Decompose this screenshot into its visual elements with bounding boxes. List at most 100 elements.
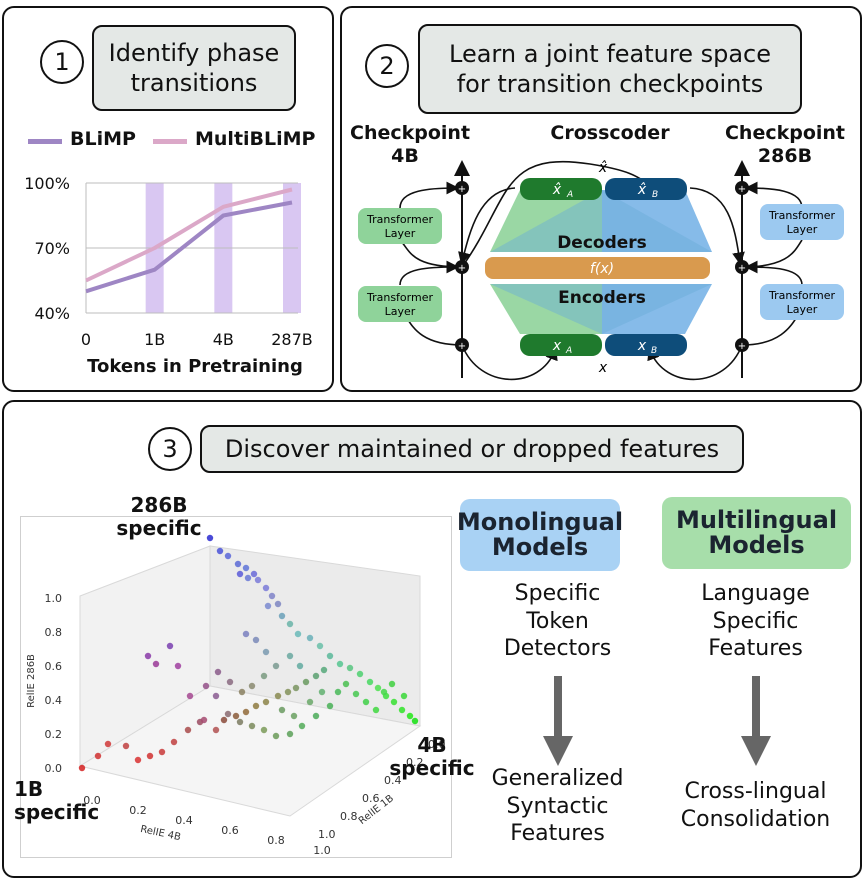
scatter-point (294, 630, 302, 638)
checkpoint-4b-line2: 4B (391, 144, 419, 167)
scatter-point (374, 684, 382, 692)
scatter-point (342, 680, 350, 688)
scatter-point (318, 688, 326, 696)
checkpoint-4b-title: Checkpoint 4B (350, 122, 470, 168)
mono-down-arrow (543, 676, 573, 766)
scatter-point (296, 662, 304, 670)
mono-desc-bottom-line3: Features (510, 821, 605, 846)
scatter-point (260, 672, 268, 680)
label-1b-line1: 1B (14, 777, 44, 801)
y-tick-label-3: 0.6 (362, 792, 380, 805)
scatter-point (278, 706, 286, 714)
scatter-point (298, 722, 306, 730)
label-286b-line2: specific (116, 516, 202, 540)
scatter-point (286, 652, 294, 660)
multi-desc-bottom-line1: Cross-lingual (684, 779, 827, 804)
scatter-point (104, 740, 112, 748)
scatter-point (278, 612, 286, 620)
x-tick-label-1: 0.2 (129, 804, 147, 817)
panel2-title-line1: Learn a joint feature space (449, 40, 771, 68)
scatter-point (234, 560, 242, 568)
panel1-title-line2: transitions (130, 69, 258, 97)
scatter-point (202, 682, 210, 690)
legend-swatch-multiblimp (153, 139, 187, 144)
scatter-point (220, 716, 228, 724)
scatter-point (260, 726, 268, 734)
y-tick-label-0: 0.0 (428, 738, 446, 751)
scatter-point (272, 662, 280, 670)
label-4b-line1: 4B (417, 733, 447, 757)
label-1b-line2: specific (14, 800, 100, 824)
panel1-title: Identify phase transitions (92, 25, 296, 111)
svg-text:B: B (651, 346, 657, 356)
scatter-point (174, 662, 182, 670)
scatter-point (152, 660, 160, 668)
scatter-point (144, 652, 152, 660)
scatter-point (352, 690, 360, 698)
svg-text:Transformer: Transformer (366, 213, 433, 226)
scatter-point (262, 648, 270, 656)
x-tick-label-3: 0.6 (221, 824, 239, 837)
scatter-point (406, 712, 414, 720)
crosscoder-diagram: + + + + + + Transformer Layer Transforme… (358, 160, 844, 381)
crosscoder-title: Crosscoder (550, 122, 670, 144)
scatter-point (94, 752, 102, 760)
encoder-blue (602, 284, 712, 334)
z-tick-label-3: 0.4 (45, 694, 63, 707)
panel1-title-line1: Identify phase (108, 39, 280, 67)
label-4b-specific: 4B specific (382, 734, 482, 780)
scatter-point (78, 764, 86, 772)
encoders-label: Encoders (558, 288, 646, 308)
scatter-point (372, 706, 380, 714)
scatter-point (250, 570, 258, 578)
xhat-b-pill: x̂ B (605, 178, 687, 200)
mono-title-line1: Monolingual (456, 507, 624, 536)
x-b-pill: x B (605, 334, 687, 356)
scatter-3d-plot: 1.0 0.8 0.6 0.4 0.2 0.0 0.0 0.2 0.4 0.6 0.8 1.0 0.0 0… (26, 534, 446, 856)
plus-node-left-bottom: + (455, 338, 469, 352)
x-tick-label-0: 0 (81, 330, 91, 349)
xhat-a-pill: x̂ A (520, 178, 602, 200)
step-number-1: 1 (40, 40, 84, 84)
scatter-point (334, 688, 342, 696)
scatter-point (212, 726, 220, 734)
scatter-point (272, 732, 280, 740)
multi-desc-top-line3: Features (708, 636, 803, 661)
x-tick-label-3: 287B (271, 330, 313, 349)
scatter-point (224, 552, 232, 560)
svg-text:A: A (566, 190, 573, 200)
y-tick-label-2: 40% (34, 304, 70, 323)
scatter-point (226, 678, 234, 686)
panel2-title-line2: for transition checkpoints (456, 70, 764, 98)
x-label: x (598, 360, 608, 376)
z-tick-label-5: 0.0 (45, 762, 63, 775)
scatter-point (326, 652, 334, 660)
legend-label-blimp: BLiMP (70, 128, 136, 150)
decoder-green (490, 190, 602, 252)
left-arrow-from-layer2 (399, 181, 460, 209)
svg-text:Layer: Layer (385, 227, 416, 240)
line-chart: 100% 70% 40% 0 1B 4B 287B (24, 174, 313, 349)
step-number-2: 2 (365, 44, 409, 88)
scatter-point (286, 620, 294, 628)
scatter-point (236, 718, 244, 726)
panel3-title: Discover maintained or dropped features (200, 425, 744, 473)
svg-text:A: A (565, 346, 572, 356)
y-tick-label-5: 1.0 (318, 828, 336, 841)
multi-title-line1: Multilingual (675, 505, 838, 534)
scatter-point (238, 688, 246, 696)
z-tick-label-0: 1.0 (45, 592, 63, 605)
decoder-blue (602, 190, 712, 252)
panel2-title: Learn a joint feature space for transiti… (418, 24, 802, 114)
fx-label: f(x) (590, 261, 614, 277)
plus-node-left-mid: + (455, 260, 469, 274)
scatter-point (316, 642, 324, 650)
scatter-point (380, 688, 388, 696)
svg-text:x: x (637, 338, 647, 354)
scatter-point (254, 576, 262, 584)
scatter-point (158, 748, 166, 756)
plus-node-right-top: + (735, 181, 749, 195)
loop-xhat-a-to-left (458, 187, 516, 266)
scatter-point (242, 564, 250, 572)
svg-text:x̂: x̂ (637, 182, 647, 198)
